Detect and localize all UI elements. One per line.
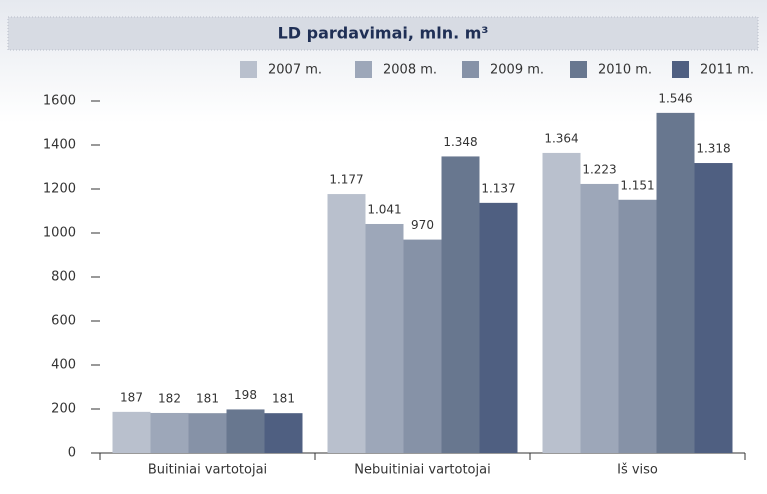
legend-swatch xyxy=(462,61,479,78)
title-band xyxy=(7,16,759,51)
y-tick-label: 1400 xyxy=(43,138,76,153)
data-label: 1.546 xyxy=(658,91,692,105)
bar xyxy=(618,199,657,453)
y-tick-label: 1600 xyxy=(43,94,76,109)
y-tick-label: 0 xyxy=(68,446,76,461)
y-tick-label: 200 xyxy=(51,402,76,417)
legend-label: 2010 m. xyxy=(598,63,652,78)
data-label: 181 xyxy=(196,392,219,406)
data-label: 1.177 xyxy=(329,173,363,187)
legend-label: 2011 m. xyxy=(700,63,754,78)
bar xyxy=(150,412,189,453)
x-tick-label: Nebuitiniai vartotojai xyxy=(354,463,490,478)
data-label: 182 xyxy=(158,391,181,405)
bar xyxy=(479,202,518,453)
bar xyxy=(112,411,151,453)
data-label: 1.348 xyxy=(443,135,477,149)
data-label: 1.137 xyxy=(481,181,515,195)
data-label: 1.041 xyxy=(367,202,401,216)
y-tick-label: 1200 xyxy=(43,182,76,197)
y-tick-label: 600 xyxy=(51,314,76,329)
legend-swatch xyxy=(570,61,587,78)
bar xyxy=(542,152,581,454)
bar xyxy=(441,156,480,453)
bar xyxy=(694,163,733,454)
bar xyxy=(226,409,265,453)
data-label: 1.318 xyxy=(696,142,730,156)
bar xyxy=(188,413,227,453)
legend-label: 2009 m. xyxy=(490,63,544,78)
y-tick-label: 1000 xyxy=(43,226,76,241)
bar xyxy=(403,239,442,453)
legend-swatch xyxy=(672,61,689,78)
bar xyxy=(365,223,404,453)
legend-swatch xyxy=(355,61,372,78)
legend-label: 2007 m. xyxy=(268,63,322,78)
bar xyxy=(264,413,303,453)
data-label: 1.151 xyxy=(620,178,654,192)
data-label: 187 xyxy=(120,390,143,404)
data-label: 1.223 xyxy=(582,162,616,176)
legend-swatch xyxy=(240,61,257,78)
bar xyxy=(327,194,366,453)
y-tick-label: 400 xyxy=(51,358,76,373)
x-tick-label: Iš viso xyxy=(617,463,658,478)
data-label: 198 xyxy=(234,388,257,402)
data-label: 1.364 xyxy=(544,131,578,145)
y-tick-label: 800 xyxy=(51,270,76,285)
bar xyxy=(656,112,695,453)
legend-label: 2008 m. xyxy=(383,63,437,78)
x-tick-label: Buitiniai vartotojai xyxy=(148,463,267,478)
data-label: 970 xyxy=(411,218,434,232)
data-label: 181 xyxy=(272,392,295,406)
chart-title: LD pardavimai, mln. m³ xyxy=(278,24,489,43)
bar xyxy=(580,183,619,453)
